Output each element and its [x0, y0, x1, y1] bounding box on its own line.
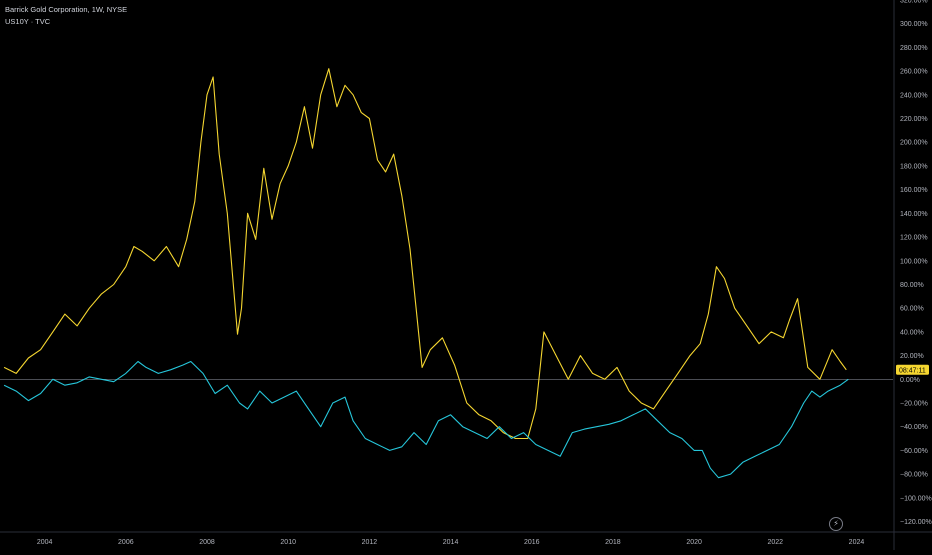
y-tick-label: −100.00% — [900, 495, 932, 502]
y-tick-label: 280.00% — [900, 45, 928, 52]
y-tick-label: 0.00% — [900, 377, 920, 384]
x-tick-label: 2016 — [524, 539, 540, 546]
legend: Barrick Gold Corporation, 1W, NYSE US10Y… — [5, 4, 127, 28]
y-tick-label: −20.00% — [900, 400, 928, 407]
x-tick-label: 2020 — [686, 539, 702, 546]
last-price-badge — [896, 364, 929, 375]
y-tick-label: 140.00% — [900, 211, 928, 218]
y-tick-label: −120.00% — [900, 519, 932, 526]
y-tick-label: −60.00% — [900, 448, 928, 455]
x-tick-label: 2024 — [849, 539, 865, 546]
x-tick-label: 2012 — [362, 539, 378, 546]
x-tick-label: 2018 — [605, 539, 621, 546]
y-tick-label: 160.00% — [900, 187, 928, 194]
y-tick-label: 60.00% — [900, 306, 924, 313]
y-tick-label: 240.00% — [900, 92, 928, 99]
x-tick-label: 2006 — [118, 539, 134, 546]
legend-symbol-gold[interactable]: Barrick Gold Corporation, 1W, NYSE — [5, 5, 128, 14]
series-line-gold[interactable] — [3, 68, 847, 440]
x-tick-label: 2014 — [443, 539, 459, 546]
last-price-label: 08:47:11 — [899, 367, 926, 374]
y-axis: 320.00% 300.00% 280.00% 260.00% 240.00% 220.0… — [893, 0, 932, 550]
x-tick-label: 2008 — [199, 539, 215, 546]
y-tick-label: 20.00% — [900, 353, 924, 360]
y-tick-label: −80.00% — [900, 472, 928, 479]
x-tick-label: 2022 — [767, 539, 783, 546]
y-tick-label: 40.00% — [900, 329, 924, 336]
x-tick-label: 2004 — [37, 539, 53, 546]
legend-symbol-us10y[interactable]: US10Y · TVC — [5, 17, 51, 26]
plot-area — [0, 68, 893, 479]
y-tick-label: −40.00% — [900, 424, 928, 431]
y-tick-label: 120.00% — [900, 235, 928, 242]
y-tick-label: 180.00% — [900, 163, 928, 170]
y-tick-label: 200.00% — [900, 140, 928, 147]
y-tick-label: 220.00% — [900, 116, 928, 123]
x-tick-label: 2010 — [280, 539, 296, 546]
y-tick-label: 300.00% — [900, 21, 928, 28]
x-axis: 2004 2006 2008 2010 2012 2014 2016 2018 2020 2022… — [0, 531, 932, 546]
y-tick-label: 260.00% — [900, 69, 928, 76]
lightning-icon[interactable]: ⚡ — [829, 517, 843, 531]
series-line-us10y[interactable] — [3, 360, 849, 479]
y-tick-label: 80.00% — [900, 282, 924, 289]
y-tick-label: 320.00% — [900, 0, 928, 5]
y-tick-label: 100.00% — [900, 258, 928, 265]
